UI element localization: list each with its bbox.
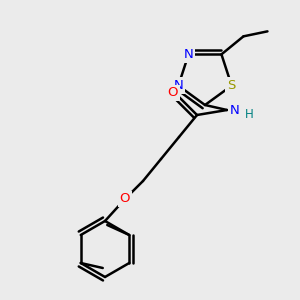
Text: N: N [184, 48, 194, 61]
Text: N: N [173, 79, 183, 92]
Text: S: S [227, 79, 236, 92]
Text: N: N [230, 103, 240, 116]
Text: H: H [245, 109, 254, 122]
Text: O: O [168, 86, 178, 100]
Text: O: O [120, 193, 130, 206]
